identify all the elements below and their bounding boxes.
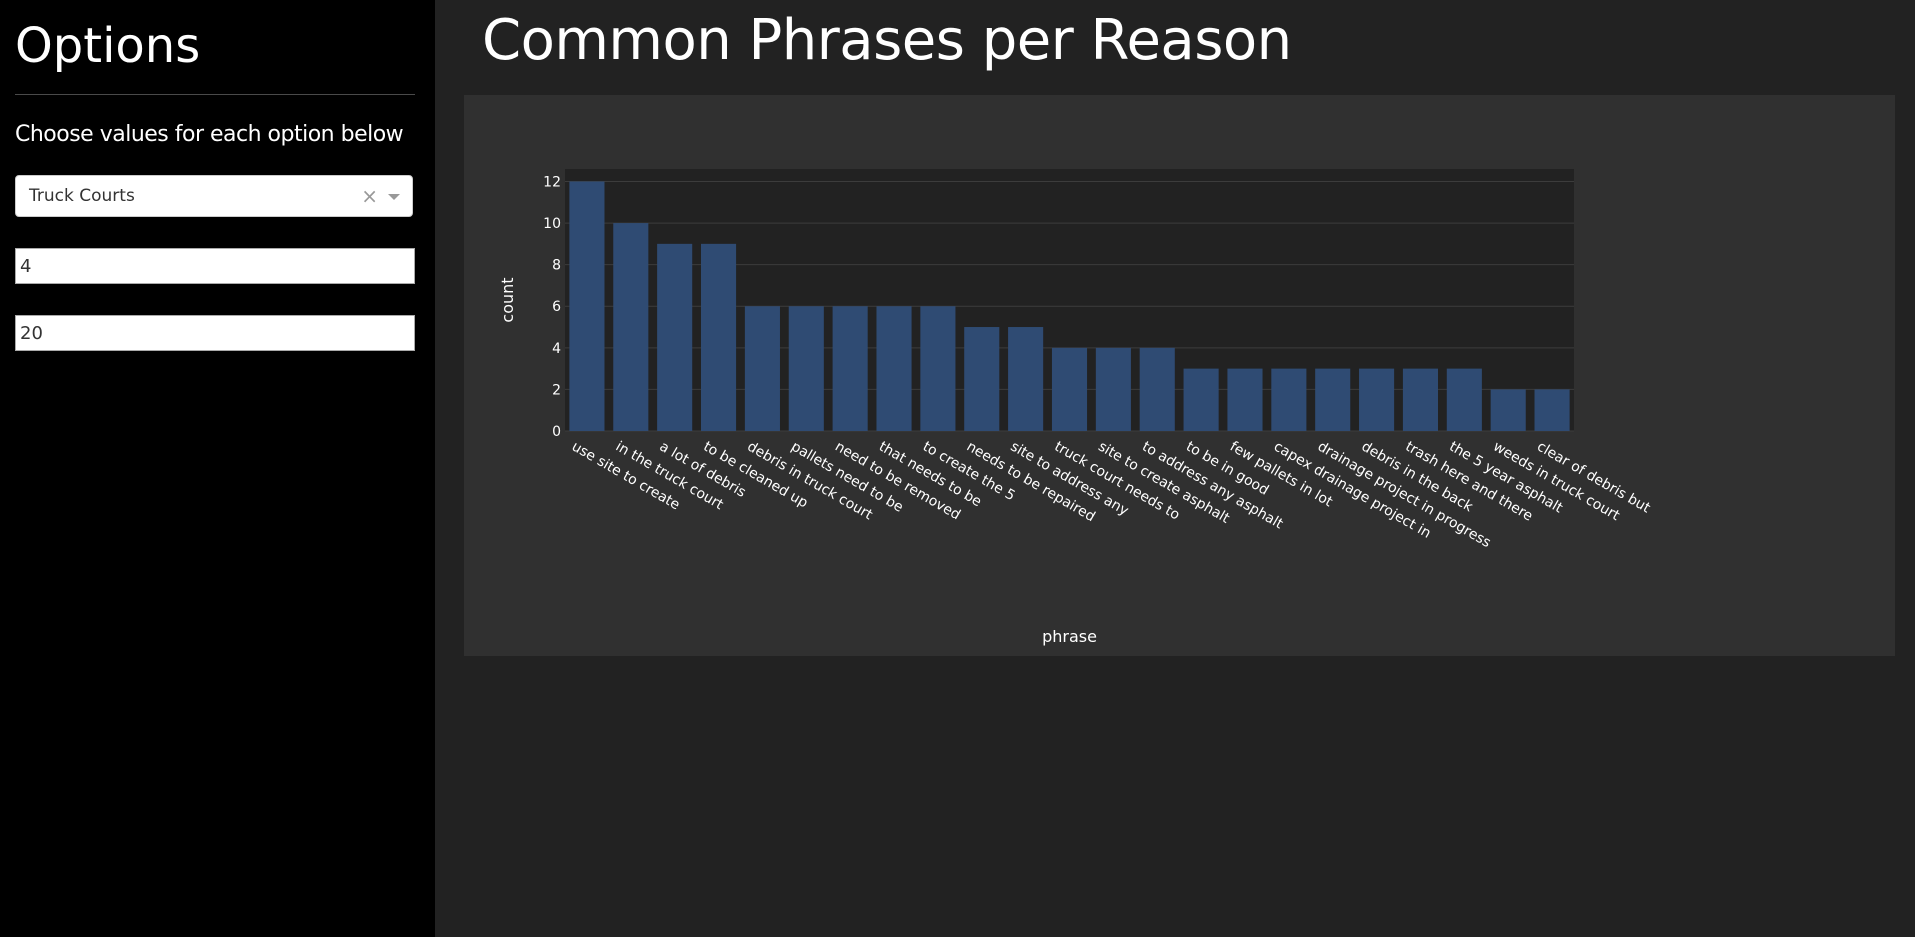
bar[interactable] (788, 306, 824, 431)
bar[interactable] (700, 243, 737, 431)
ngram-size-input[interactable] (15, 248, 415, 284)
bar[interactable] (1446, 368, 1482, 431)
bar[interactable] (876, 306, 912, 431)
sidebar-subtitle: Choose values for each option below (15, 122, 404, 147)
bar[interactable] (1315, 368, 1351, 431)
bar[interactable] (1534, 389, 1570, 431)
bar[interactable] (1227, 368, 1263, 431)
bar[interactable] (1183, 368, 1219, 431)
y-tick-label: 2 (552, 382, 561, 398)
bar[interactable] (964, 327, 1000, 431)
y-tick-label: 6 (552, 299, 561, 315)
bar[interactable] (1008, 327, 1044, 431)
bar[interactable] (1095, 347, 1131, 431)
bar[interactable] (1051, 347, 1088, 431)
bar[interactable] (920, 306, 956, 431)
bar[interactable] (832, 306, 868, 431)
x-axis-label: phrase (1042, 627, 1097, 646)
y-tick-labels: 0 2 4 6 8 10 12 (543, 174, 561, 440)
options-sidebar: Options Choose values for each option be… (0, 0, 435, 937)
bar[interactable] (657, 243, 693, 431)
bar[interactable] (744, 306, 780, 431)
bar[interactable] (1490, 389, 1526, 431)
bar[interactable] (1271, 368, 1307, 431)
bar[interactable] (1402, 368, 1439, 431)
page-title: Common Phrases per Reason (482, 8, 1292, 73)
sidebar-divider (15, 94, 415, 95)
clear-icon[interactable]: × (361, 184, 378, 208)
reason-dropdown-value: Truck Courts (29, 186, 135, 206)
reason-dropdown[interactable]: Truck Courts × (15, 175, 413, 217)
y-tick-label: 12 (543, 174, 561, 190)
chart-panel: 0 2 4 6 8 10 12 use site to create in the truck… (464, 95, 1895, 656)
y-tick-label: 8 (552, 258, 561, 274)
bar[interactable] (1359, 368, 1395, 431)
y-tick-label: 10 (543, 216, 561, 232)
sidebar-title: Options (15, 18, 201, 74)
bars (569, 181, 1570, 431)
y-tick-label: 0 (552, 424, 561, 440)
top-n-input[interactable] (15, 315, 415, 351)
bar[interactable] (569, 181, 605, 431)
y-tick-label: 4 (552, 341, 561, 357)
bar[interactable] (1139, 347, 1175, 431)
y-axis-label: count (498, 277, 517, 322)
bar[interactable] (613, 223, 649, 431)
chevron-down-icon[interactable] (388, 194, 400, 200)
